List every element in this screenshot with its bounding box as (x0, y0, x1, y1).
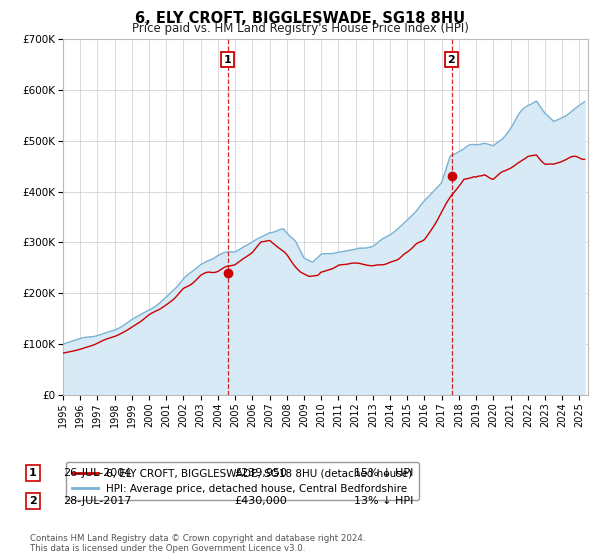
Text: 28-JUL-2017: 28-JUL-2017 (63, 496, 131, 506)
Text: 2: 2 (448, 54, 455, 64)
Text: 1: 1 (224, 54, 232, 64)
Text: 13% ↓ HPI: 13% ↓ HPI (354, 496, 413, 506)
Text: 1: 1 (29, 468, 37, 478)
Legend: 6, ELY CROFT, BIGGLESWADE, SG18 8HU (detached house), HPI: Average price, detach: 6, ELY CROFT, BIGGLESWADE, SG18 8HU (det… (65, 462, 419, 501)
Text: 6, ELY CROFT, BIGGLESWADE, SG18 8HU: 6, ELY CROFT, BIGGLESWADE, SG18 8HU (135, 11, 465, 26)
Text: Price paid vs. HM Land Registry's House Price Index (HPI): Price paid vs. HM Land Registry's House … (131, 22, 469, 35)
Text: 2: 2 (29, 496, 37, 506)
Text: Contains HM Land Registry data © Crown copyright and database right 2024.
This d: Contains HM Land Registry data © Crown c… (30, 534, 365, 553)
Text: 26-JUL-2004: 26-JUL-2004 (63, 468, 131, 478)
Text: £430,000: £430,000 (234, 496, 287, 506)
Text: £239,950: £239,950 (234, 468, 287, 478)
Text: 15% ↓ HPI: 15% ↓ HPI (354, 468, 413, 478)
